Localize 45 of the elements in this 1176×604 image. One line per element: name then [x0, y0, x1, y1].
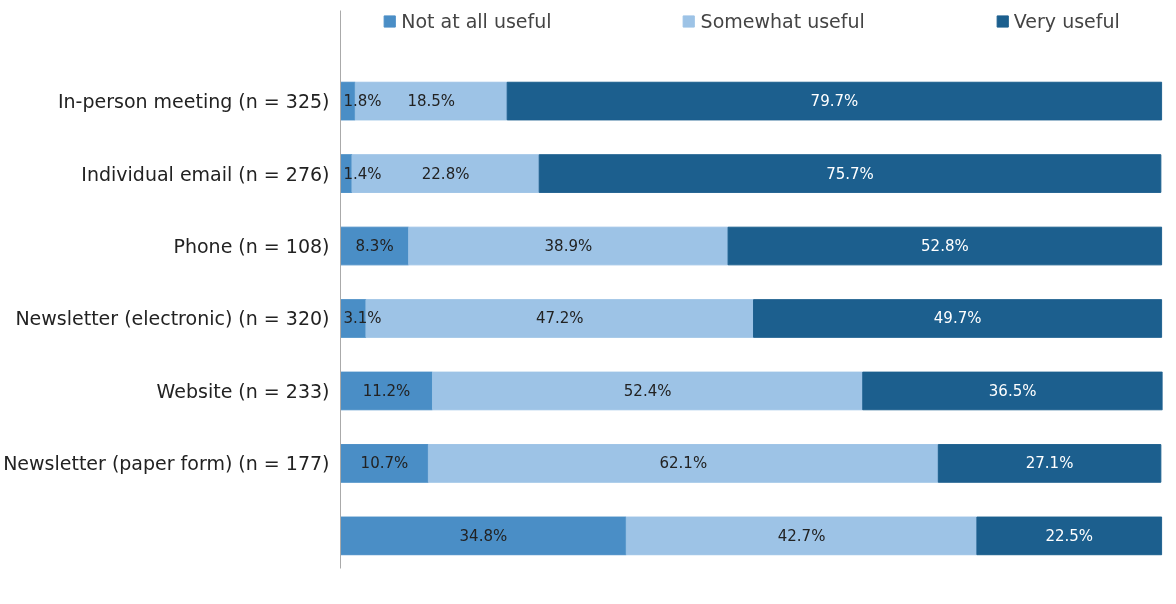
bar [408, 226, 729, 266]
bar [976, 516, 1163, 556]
data-label: 10.7% [360, 454, 409, 473]
data-label: 52.4% [623, 381, 672, 400]
data-label: 79.7% [810, 92, 859, 111]
y-tick-label: Individual email (n = 276) [81, 162, 330, 185]
data-label: 11.2% [362, 381, 411, 400]
bar [538, 154, 1162, 193]
bar [862, 371, 1163, 411]
bar [340, 444, 429, 483]
data-label: 22.5% [1045, 526, 1094, 545]
y-tick-label: In-person meeting (n = 325) [57, 90, 330, 113]
bar [625, 516, 978, 556]
bar [340, 516, 627, 556]
bar [431, 371, 864, 411]
y-tick-label: Newsletter (electronic) (n = 320) [15, 307, 330, 330]
data-label: 18.5% [407, 92, 456, 111]
data-label: 34.8% [459, 526, 508, 545]
legend-label: Somewhat useful [700, 10, 865, 32]
data-label: 42.7% [777, 526, 826, 545]
data-label: 47.2% [535, 309, 584, 328]
data-label: 36.5% [988, 381, 1037, 400]
data-label: 49.7% [933, 309, 982, 328]
data-label: 3.1% [343, 309, 382, 328]
data-label: 27.1% [1025, 454, 1074, 473]
y-tick-label: Newsletter (paper form) (n = 177) [3, 452, 330, 475]
bar [506, 81, 1163, 121]
data-label: 1.4% [343, 164, 382, 183]
y-tick-label: Phone (n = 108) [173, 235, 330, 258]
legend-label: Not at all useful [401, 10, 552, 32]
legend-label: Very useful [1013, 10, 1120, 32]
data-label: 1.8% [343, 92, 382, 111]
y-tick-label: Website (n = 233) [156, 379, 330, 402]
bar [937, 444, 1162, 483]
data-label: 62.1% [659, 454, 708, 473]
data-label: 75.7% [826, 164, 874, 183]
data-label: 38.9% [544, 237, 593, 256]
bar [427, 444, 939, 483]
bar [753, 299, 1163, 338]
bar [727, 226, 1163, 266]
bar [340, 226, 410, 266]
data-label: 8.3% [355, 237, 394, 256]
data-label: 52.8% [921, 237, 969, 256]
bar [340, 371, 433, 411]
data-label: 22.8% [421, 164, 470, 183]
